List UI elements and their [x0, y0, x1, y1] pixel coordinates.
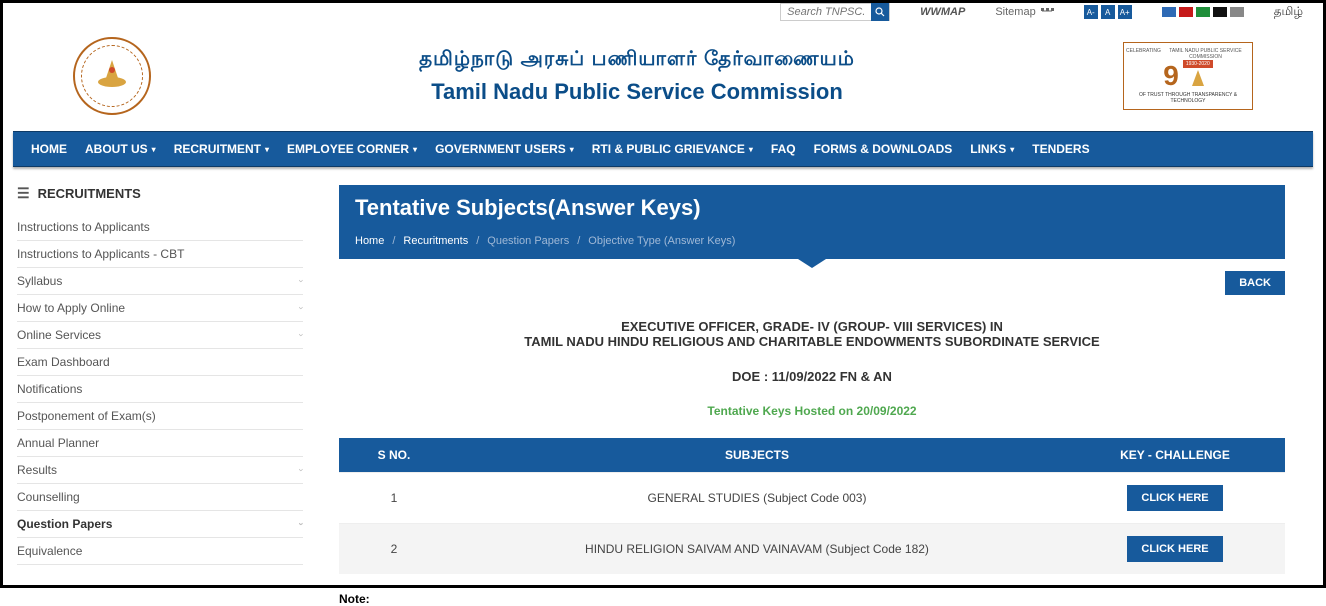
col-subjects: SUBJECTS [449, 438, 1065, 473]
col-key: KEY - CHALLENGE [1065, 438, 1285, 473]
nav-forms-downloads[interactable]: FORMS & DOWNLOADS [814, 142, 953, 156]
theme-swatch-3[interactable] [1213, 7, 1227, 17]
tnpsc-emblem-logo [73, 37, 151, 115]
theme-swatch-0[interactable] [1162, 7, 1176, 17]
sidebar-item-equivalence[interactable]: Equivalence [17, 538, 303, 565]
cell-sno: 2 [339, 524, 449, 575]
crumb-question-papers[interactable]: Question Papers [487, 235, 569, 247]
sidebar-item-syllabus[interactable]: Syllabus› [17, 268, 303, 295]
chevron-down-icon: ▾ [1010, 145, 1014, 154]
search-button[interactable] [871, 3, 889, 21]
text-increase-button[interactable]: A+ [1118, 5, 1132, 19]
chevron-icon: › [297, 334, 307, 337]
nav-about-us[interactable]: ABOUT US▾ [85, 142, 156, 156]
sidebar-item-notifications[interactable]: Notifications [17, 376, 303, 403]
sidebar-item-question-papers[interactable]: Question Papers› [17, 511, 303, 538]
chevron-icon: › [297, 280, 307, 283]
sidebar-item-instructions-to-applicants[interactable]: Instructions to Applicants [17, 214, 303, 241]
nav-government-users[interactable]: GOVERNMENT USERS▾ [435, 142, 574, 156]
sidebar-item-annual-planner[interactable]: Annual Planner [17, 430, 303, 457]
sidebar-item-counselling[interactable]: Counselling [17, 484, 303, 511]
cell-subject: GENERAL STUDIES (Subject Code 003) [449, 473, 1065, 524]
search-box[interactable] [780, 3, 890, 21]
theme-swatch-1[interactable] [1179, 7, 1193, 17]
chevron-down-icon: ▾ [749, 145, 753, 154]
search-input[interactable] [781, 4, 871, 20]
click-here-button[interactable]: CLICK HERE [1127, 536, 1222, 562]
org-title-english: Tamil Nadu Public Service Commission [151, 79, 1123, 105]
nav-rti-public-grievance[interactable]: RTI & PUBLIC GRIEVANCE▾ [592, 142, 753, 156]
anniversary-logo: CELEBRATINGTAMIL NADU PUBLIC SERVICE COM… [1123, 42, 1253, 110]
sitemap-link[interactable]: Sitemap [995, 6, 1053, 18]
chevron-icon: › [297, 469, 307, 472]
nav-links[interactable]: LINKS▾ [970, 142, 1014, 156]
list-icon: ☰ [17, 185, 30, 202]
crumb-home[interactable]: Home [355, 235, 384, 247]
subjects-table: S NO. SUBJECTS KEY - CHALLENGE 1GENERAL … [339, 438, 1285, 574]
doe-text: DOE : 11/09/2022 FN & AN [339, 369, 1285, 384]
cell-subject: HINDU RELIGION SAIVAM AND VAINAVAM (Subj… [449, 524, 1065, 575]
sidebar-item-postponement-of-exam-s-[interactable]: Postponement of Exam(s) [17, 403, 303, 430]
chevron-down-icon: ▾ [413, 145, 417, 154]
theme-swatch-4[interactable] [1230, 7, 1244, 17]
table-row: 2HINDU RELIGION SAIVAM AND VAINAVAM (Sub… [339, 524, 1285, 575]
cell-sno: 1 [339, 473, 449, 524]
table-row: 1GENERAL STUDIES (Subject Code 003) CLICK… [339, 473, 1285, 524]
cell-action: CLICK HERE [1065, 524, 1285, 575]
chevron-down-icon: ▾ [570, 145, 574, 154]
back-button[interactable]: BACK [1225, 271, 1285, 295]
sidebar-item-exam-dashboard[interactable]: Exam Dashboard [17, 349, 303, 376]
chevron-icon: › [297, 523, 307, 526]
text-decrease-button[interactable]: A- [1084, 5, 1098, 19]
nav-tenders[interactable]: TENDERS [1032, 142, 1089, 156]
main-nav: HOME ABOUT US▾ RECRUITMENT▾ EMPLOYEE CORNER… [13, 131, 1313, 167]
exam-title-line-1: EXECUTIVE OFFICER, GRADE- IV (GROUP- VII… [339, 319, 1285, 334]
language-toggle[interactable]: தமிழ் [1274, 4, 1303, 20]
chevron-down-icon: ▾ [265, 145, 269, 154]
nav-employee-corner[interactable]: EMPLOYEE CORNER▾ [287, 142, 417, 156]
page-title: Tentative Subjects(Answer Keys) [355, 195, 1269, 221]
crumb-current: Objective Type (Answer Keys) [588, 235, 735, 247]
chevron-icon: › [297, 307, 307, 310]
theme-swatches [1162, 7, 1244, 17]
col-sno: S NO. [339, 438, 449, 473]
theme-swatch-2[interactable] [1196, 7, 1210, 17]
text-size-controls: A- A A+ [1084, 5, 1132, 19]
wwmap-link[interactable]: WWMAP [920, 6, 965, 18]
note-label: Note: [339, 592, 1285, 606]
sidebar-item-instructions-to-applicants-cbt[interactable]: Instructions to Applicants - CBT [17, 241, 303, 268]
tentative-hosted-text: Tentative Keys Hosted on 20/09/2022 [339, 404, 1285, 418]
nav-faq[interactable]: FAQ [771, 142, 796, 156]
breadcrumb: Home / Recuritments / Question Papers / … [355, 235, 1269, 247]
sidebar-item-how-to-apply-online[interactable]: How to Apply Online› [17, 295, 303, 322]
click-here-button[interactable]: CLICK HERE [1127, 485, 1222, 511]
crumb-recruitments[interactable]: Recuritments [403, 235, 468, 247]
exam-title-line-2: TAMIL NADU HINDU RELIGIOUS AND CHARITABL… [339, 334, 1285, 349]
org-title-tamil: தமிழ்நாடு அரசுப் பணியாளர் தேர்வாணையம் [151, 48, 1123, 73]
chevron-down-icon: ▾ [152, 145, 156, 154]
sidebar-item-results[interactable]: Results› [17, 457, 303, 484]
sidebar-heading: ☰ RECRUITMENTS [17, 185, 303, 214]
nav-home[interactable]: HOME [31, 142, 67, 156]
cell-action: CLICK HERE [1065, 473, 1285, 524]
nav-recruitment[interactable]: RECRUITMENT▾ [174, 142, 269, 156]
sidebar-item-online-services[interactable]: Online Services› [17, 322, 303, 349]
text-normal-button[interactable]: A [1101, 5, 1115, 19]
